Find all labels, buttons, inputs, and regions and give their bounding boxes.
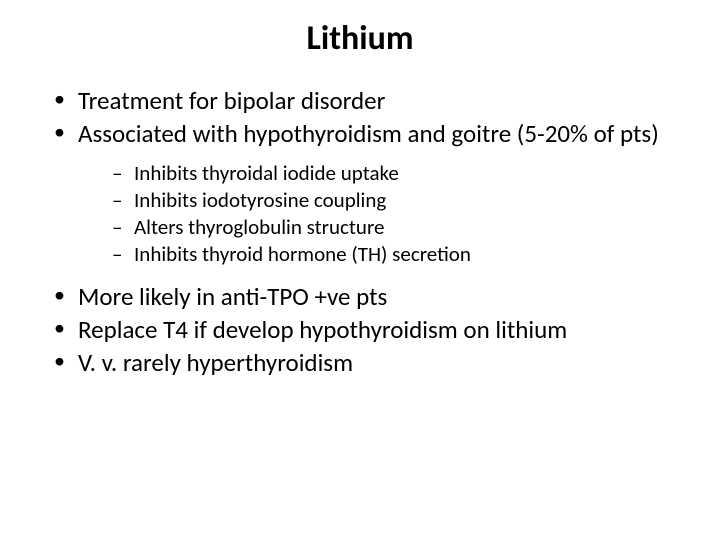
sub-bullet-list: Inhibits thyroidal iodide uptake Inhibit…: [78, 160, 690, 269]
bullet-text: More likely in anti-TPO +ve pts: [78, 281, 387, 312]
sub-bullet-item: Inhibits iodotyrosine coupling: [112, 187, 690, 214]
sub-bullet-text: Inhibits iodotyrosine coupling: [134, 187, 386, 213]
bullet-text: V. v. rarely hyperthyroidism: [78, 347, 353, 378]
sub-bullet-item: Alters thyroglobulin structure: [112, 214, 690, 241]
bullet-item: Replace T4 if develop hypothyroidism on …: [54, 314, 690, 345]
bullet-item: Associated with hypothyroidism and goitr…: [54, 118, 690, 268]
bullet-item: More likely in anti-TPO +ve pts: [54, 281, 690, 312]
bullet-text: Associated with hypothyroidism and goitr…: [78, 118, 659, 149]
sub-bullet-item: Inhibits thyroid hormone (TH) secretion: [112, 241, 690, 268]
bullet-text: Treatment for bipolar disorder: [78, 85, 385, 116]
bullet-item: Treatment for bipolar disorder: [54, 85, 690, 116]
sub-bullet-text: Inhibits thyroidal iodide uptake: [134, 160, 399, 186]
bullet-text: Replace T4 if develop hypothyroidism on …: [78, 314, 567, 345]
slide-title: Lithium: [30, 18, 690, 59]
sub-bullet-text: Inhibits thyroid hormone (TH) secretion: [134, 241, 471, 267]
bullet-list: Treatment for bipolar disorder Associate…: [30, 85, 690, 378]
sub-bullet-text: Alters thyroglobulin structure: [134, 214, 384, 240]
slide: Lithium Treatment for bipolar disorder A…: [0, 0, 720, 540]
sub-bullet-item: Inhibits thyroidal iodide uptake: [112, 160, 690, 187]
bullet-item: V. v. rarely hyperthyroidism: [54, 347, 690, 378]
